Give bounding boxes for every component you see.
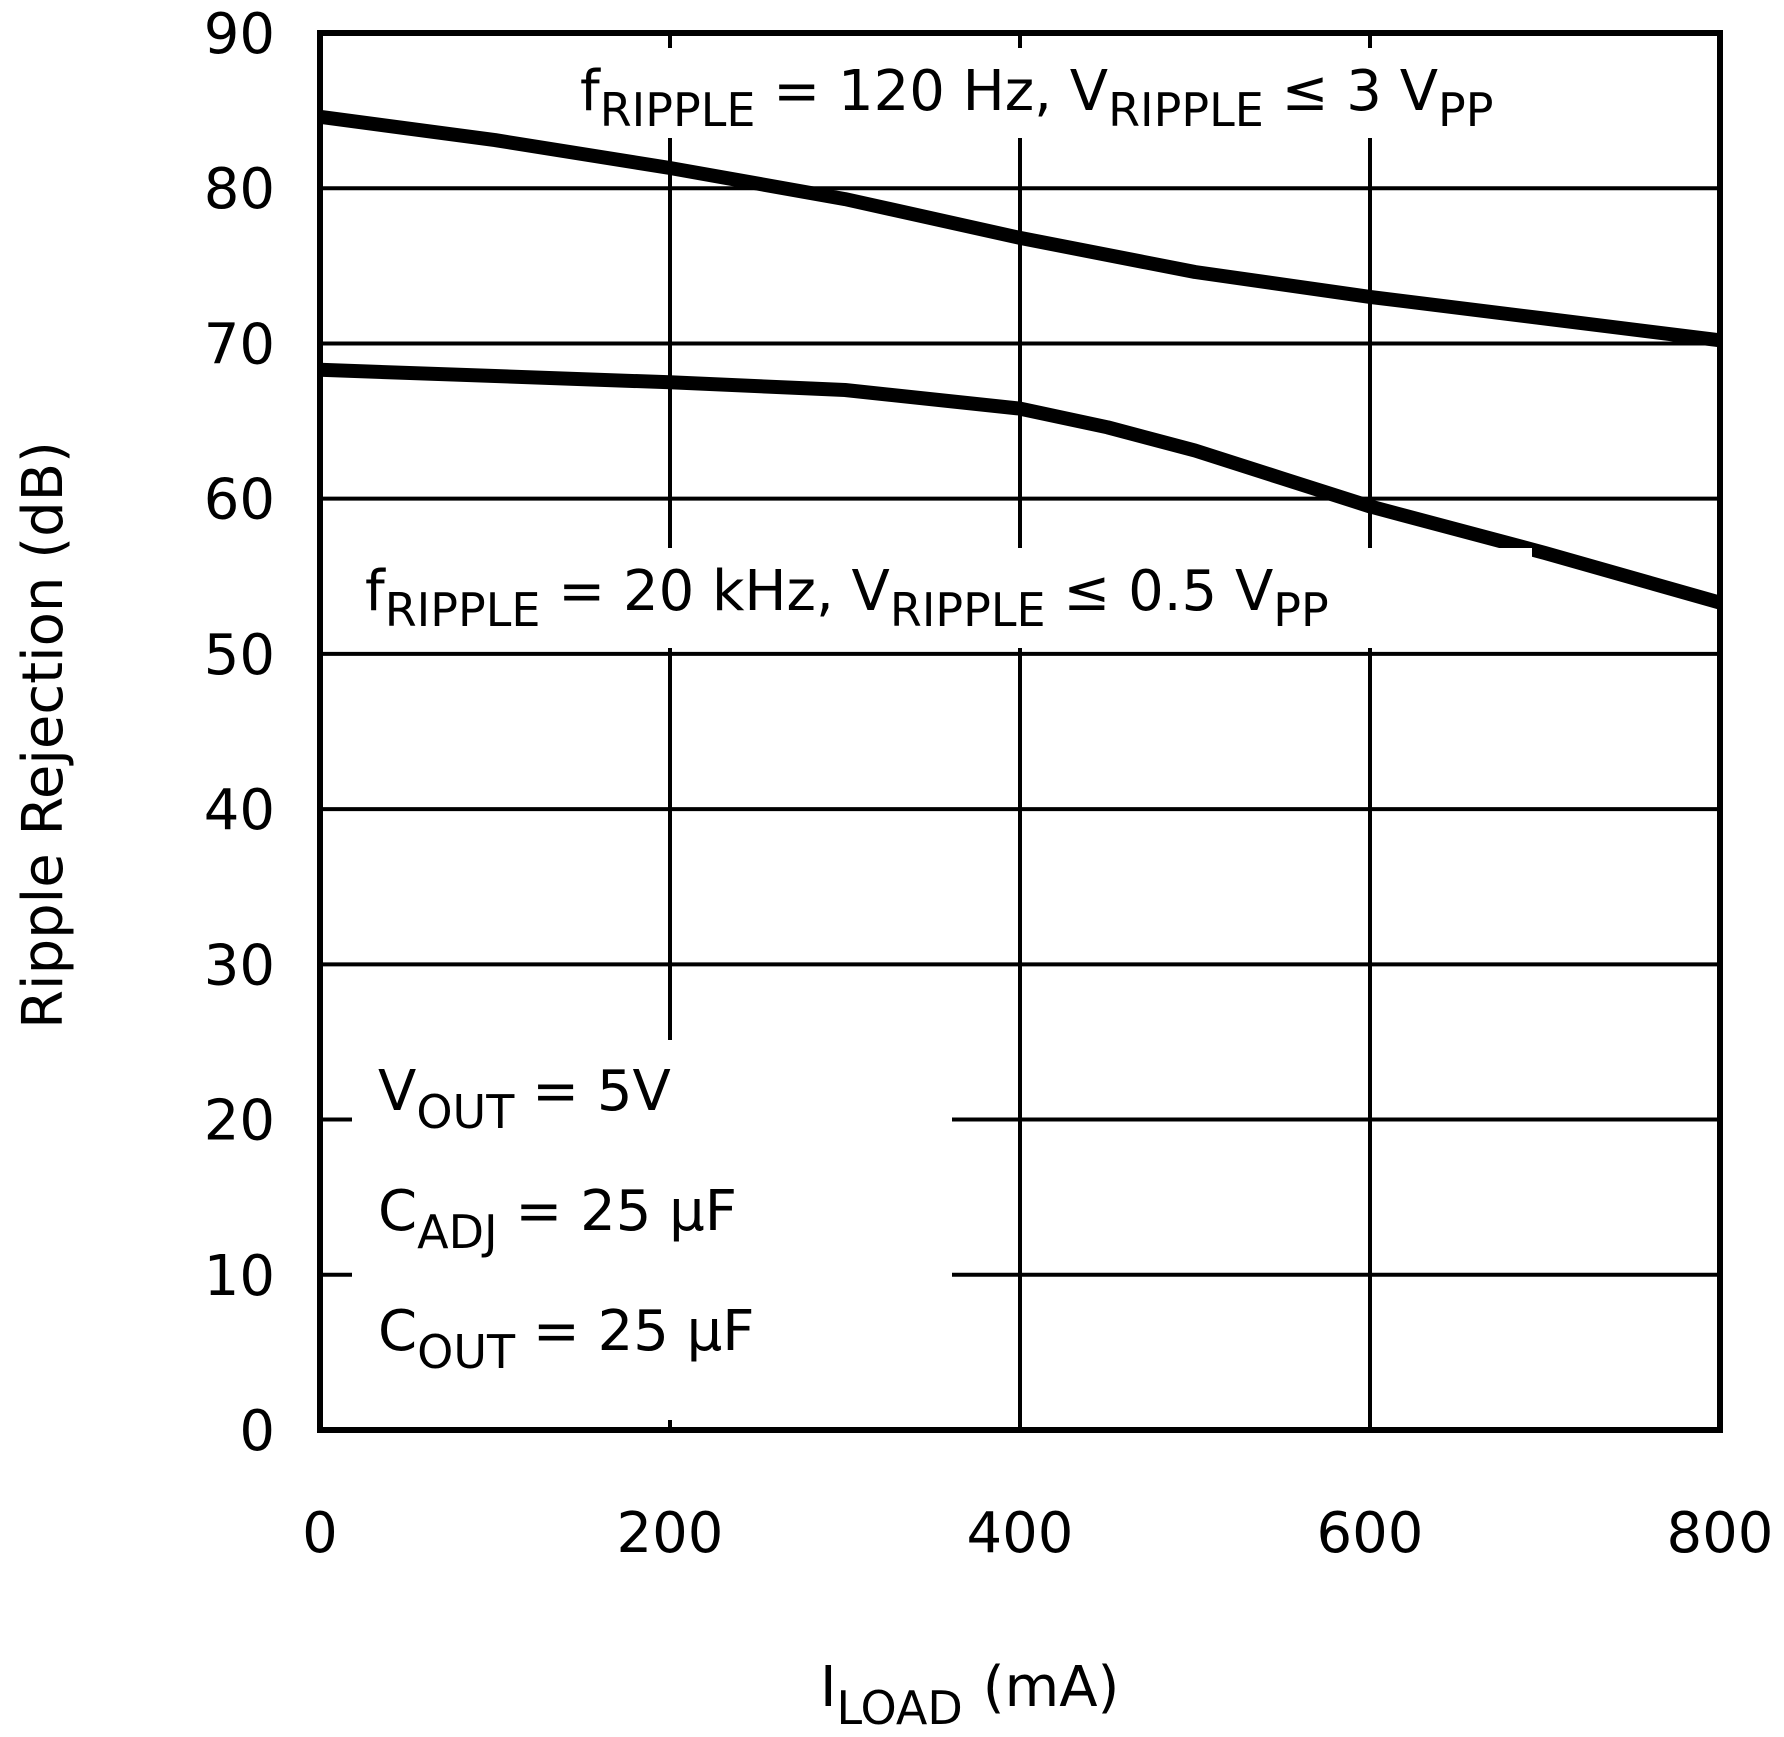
conditions-block: VOUT = 5V CADJ = 25 μF COUT = 25 μF — [378, 1059, 755, 1379]
conditions-bg — [352, 1040, 952, 1420]
label-20khz-f-sub: RIPPLE — [385, 583, 541, 637]
y-tick-label-80: 80 — [204, 157, 275, 222]
x-axis-title: ILOAD (mA) — [820, 1655, 1119, 1735]
series-line-20khz — [319, 362, 1722, 610]
x-tick-label-0: 0 — [302, 1501, 338, 1566]
series-lines — [319, 109, 1722, 610]
label-20khz-f: f — [365, 559, 386, 624]
x-axis-title-subscript: LOAD — [837, 1681, 963, 1735]
label-120hz-bg — [575, 48, 1685, 138]
y-tick-label-0: 0 — [239, 1399, 275, 1464]
x-tick-label-600: 600 — [1317, 1501, 1424, 1566]
y-axis-title: Ripple Rejection (dB) — [11, 441, 76, 1029]
y-tick-labels: 0 10 20 30 40 50 60 70 80 90 — [204, 2, 275, 1464]
label-120hz-f-sub: RIPPLE — [600, 83, 756, 137]
condition-cout-sub: OUT — [417, 1325, 516, 1379]
label-20khz-v-sub: RIPPLE — [890, 583, 1046, 637]
condition-vout: VOUT = 5V — [378, 1059, 671, 1139]
x-tick-label-800: 800 — [1667, 1501, 1774, 1566]
condition-cout-sym: C — [378, 1299, 417, 1364]
y-tick-label-70: 70 — [204, 312, 275, 377]
plot-frame — [317, 30, 1723, 1433]
label-20khz-bg — [352, 548, 1532, 648]
label-20khz-rel: ≤ 0.5 V — [1046, 559, 1274, 624]
x-axis-title-unit: (mA) — [983, 1655, 1120, 1720]
y-tick-label-30: 30 — [204, 933, 275, 998]
condition-cout-val: = 25 μF — [515, 1299, 754, 1364]
condition-vout-sub: OUT — [416, 1085, 515, 1139]
label-120hz-rel-sub: PP — [1438, 83, 1493, 137]
condition-cadj-sub: ADJ — [417, 1205, 497, 1259]
condition-vout-sym: V — [378, 1059, 416, 1124]
condition-cadj: CADJ = 25 μF — [378, 1179, 737, 1259]
x-tick-label-400: 400 — [967, 1501, 1074, 1566]
label-20khz: fRIPPLE = 20 kHz, VRIPPLE ≤ 0.5 VPP — [365, 559, 1329, 637]
condition-cout: COUT = 25 μF — [378, 1299, 755, 1379]
label-120hz: fRIPPLE = 120 Hz, VRIPPLE ≤ 3 VPP — [580, 59, 1494, 137]
label-20khz-v: V — [852, 559, 890, 624]
y-tick-label-10: 10 — [204, 1244, 275, 1309]
condition-cadj-sym: C — [378, 1179, 417, 1244]
label-20khz-eq: = 20 kHz, — [540, 559, 851, 624]
label-120hz-f: f — [580, 59, 601, 124]
condition-vout-val: = 5V — [514, 1059, 670, 1124]
y-tick-label-50: 50 — [204, 623, 275, 688]
x-tick-labels: 0 200 400 600 800 — [302, 1501, 1773, 1566]
label-20khz-rel-sub: PP — [1273, 583, 1328, 637]
condition-cadj-val: = 25 μF — [498, 1179, 737, 1244]
x-axis-title-symbol: I — [820, 1655, 837, 1720]
label-120hz-rel: ≤ 3 V — [1264, 59, 1438, 124]
x-tick-label-200: 200 — [617, 1501, 724, 1566]
label-120hz-v: V — [1070, 59, 1108, 124]
y-tick-label-20: 20 — [204, 1089, 275, 1154]
label-120hz-v-sub: RIPPLE — [1108, 83, 1264, 137]
y-tick-label-60: 60 — [204, 468, 275, 533]
y-tick-label-40: 40 — [204, 778, 275, 843]
series-line-120hz — [319, 109, 1721, 348]
y-tick-label-90: 90 — [204, 2, 275, 67]
label-120hz-eq: = 120 Hz, — [755, 59, 1069, 124]
